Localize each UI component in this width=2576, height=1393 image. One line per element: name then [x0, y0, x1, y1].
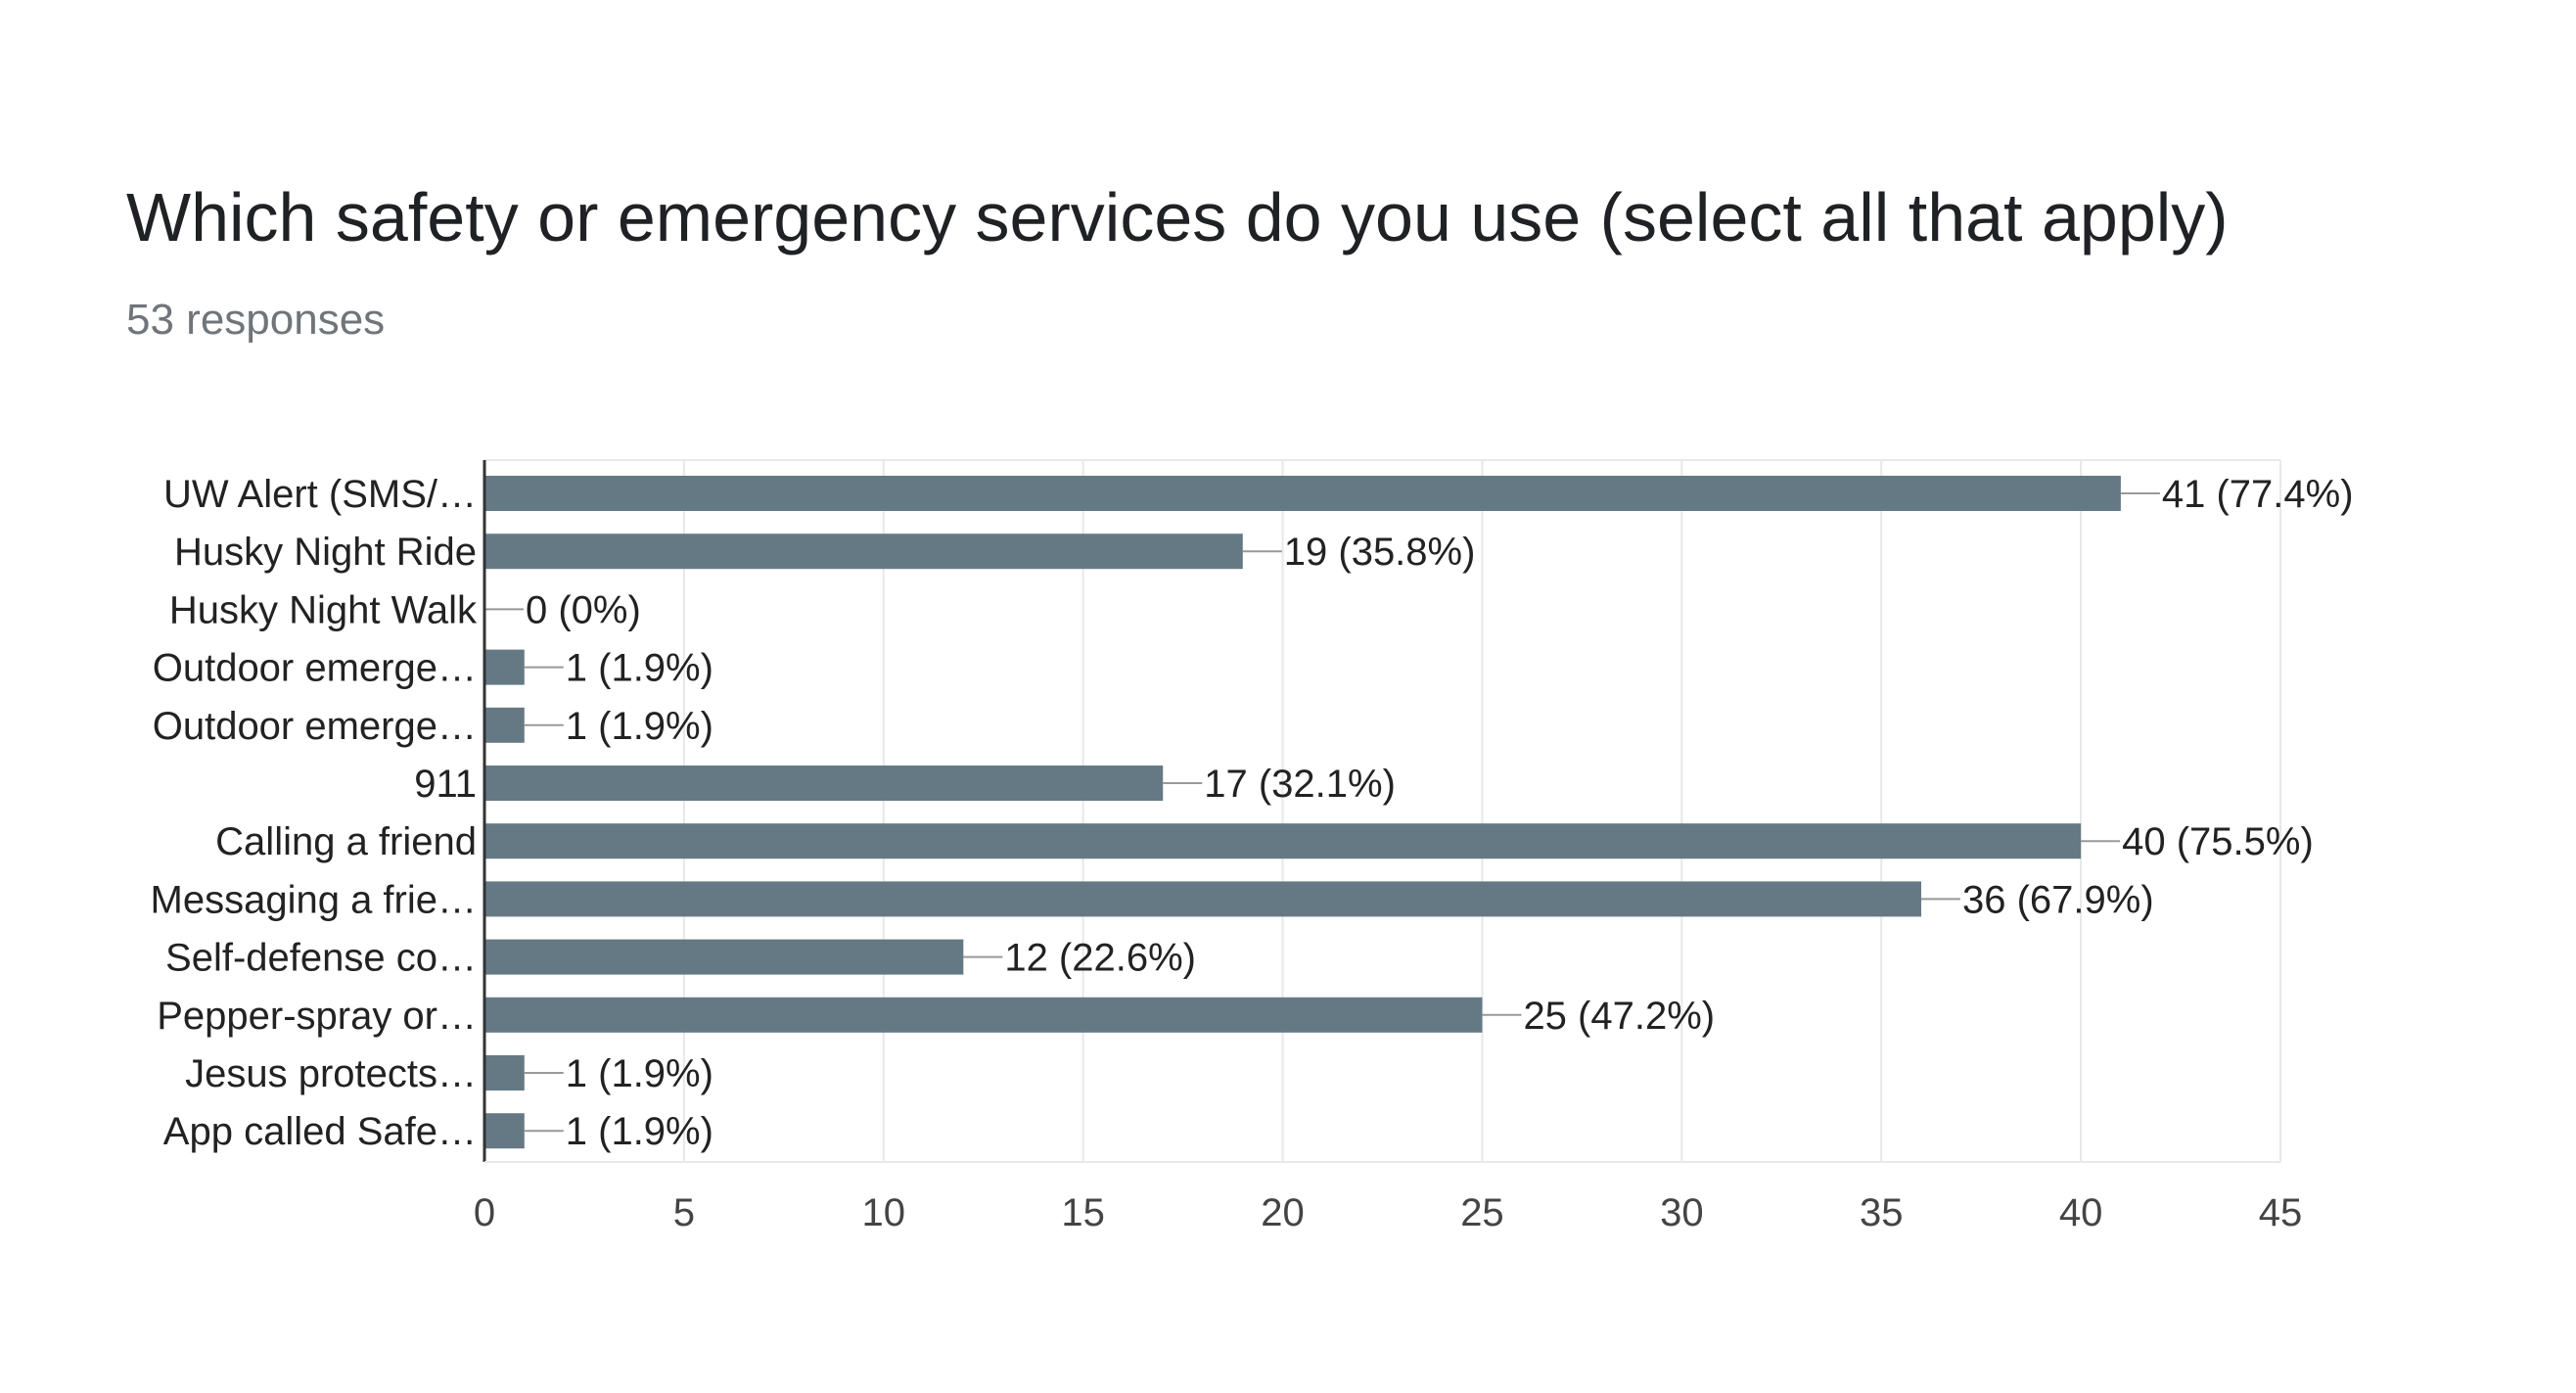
data-label: 19 (35.8%) [1284, 531, 1476, 574]
category-label: Husky Night Walk [169, 588, 478, 631]
data-label: 1 (1.9%) [566, 705, 713, 748]
category-label: App called Safe… [163, 1110, 477, 1153]
category-label: 911 [414, 763, 477, 806]
x-tick-label: 30 [1660, 1191, 1704, 1234]
data-label: 0 (0%) [526, 588, 641, 631]
axes [483, 460, 2280, 1163]
bar [484, 707, 525, 743]
response-count: 53 responses [126, 296, 386, 344]
category-label: Messaging a frie… [151, 878, 477, 921]
bar [484, 1113, 525, 1149]
category-label: Outdoor emerge… [153, 647, 477, 690]
x-tick-label: 25 [1460, 1191, 1504, 1234]
x-tick-label: 5 [673, 1191, 695, 1234]
category-label: Pepper-spray or… [157, 995, 477, 1038]
bar [484, 939, 964, 975]
x-tick-label: 45 [2259, 1191, 2303, 1234]
bar [484, 476, 2121, 511]
x-tick-label: 20 [1261, 1191, 1305, 1234]
category-label: Husky Night Ride [174, 531, 477, 574]
bar [484, 823, 2082, 859]
data-label: 12 (22.6%) [1004, 937, 1196, 980]
bar [484, 649, 525, 685]
bar [484, 766, 1164, 801]
data-label: 1 (1.9%) [566, 647, 713, 690]
data-label: 41 (77.4%) [2162, 473, 2354, 516]
category-label: Self-defense co… [165, 937, 477, 980]
bar [484, 997, 1483, 1033]
bar [484, 534, 1243, 570]
bar [484, 881, 1921, 917]
grid-lines [484, 459, 2281, 1162]
x-tick-label: 15 [1061, 1191, 1105, 1234]
chart-title: Which safety or emergency services do yo… [126, 179, 2229, 255]
x-tick-label: 40 [2059, 1191, 2103, 1234]
data-label: 25 (47.2%) [1523, 995, 1715, 1038]
category-label: Outdoor emerge… [153, 705, 477, 748]
category-label: UW Alert (SMS/… [163, 473, 477, 516]
bar [484, 1055, 525, 1091]
x-tick-label: 10 [862, 1191, 906, 1234]
x-tick-label: 0 [474, 1191, 495, 1234]
data-label: 1 (1.9%) [566, 1052, 713, 1095]
category-label: Jesus protects… [185, 1052, 477, 1095]
data-label: 40 (75.5%) [2122, 820, 2314, 863]
data-label: 36 (67.9%) [1962, 878, 2154, 921]
bars [484, 476, 2160, 1149]
data-label: 17 (32.1%) [1204, 763, 1396, 806]
x-tick-label: 35 [1860, 1191, 1904, 1234]
category-label: Calling a friend [215, 820, 477, 863]
labels: 0 5 10 15 20 25 30 35 40 45 41 (77.4%) UW Alert (SM… [151, 473, 2354, 1234]
data-label: 1 (1.9%) [566, 1110, 713, 1153]
